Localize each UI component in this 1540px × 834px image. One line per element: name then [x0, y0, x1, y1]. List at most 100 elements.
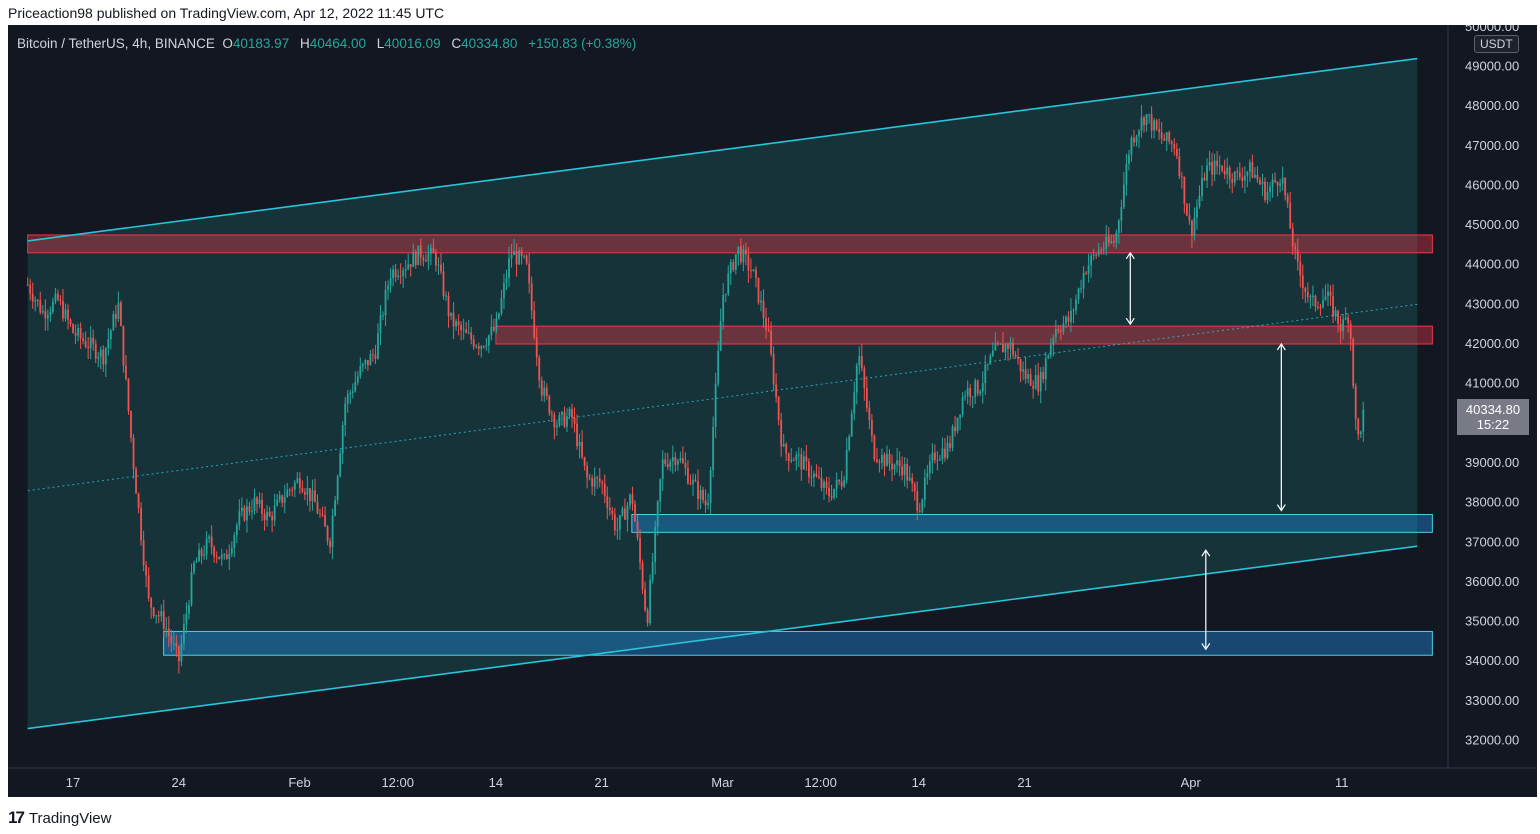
candle-body — [654, 526, 657, 563]
footer-branding: 17 TradingView — [8, 808, 111, 828]
candle-body — [986, 363, 989, 365]
candle-body — [1029, 374, 1032, 386]
candle-body — [850, 413, 853, 437]
candle-body — [820, 477, 823, 488]
candle-body — [639, 537, 641, 563]
candle-body — [208, 536, 211, 539]
candle-body — [944, 448, 946, 458]
candle-body — [863, 368, 866, 389]
candle-body — [1226, 167, 1229, 175]
candle-body — [84, 340, 87, 347]
candle-body — [130, 411, 132, 438]
candle-body — [603, 483, 606, 497]
candle-body — [36, 300, 39, 302]
price-chart[interactable]: 32000.00 33000.00 34000.00 35000.00 36000.00… — [8, 25, 1537, 797]
candle-body — [1138, 130, 1140, 137]
candle-body — [807, 461, 810, 477]
candle-body — [301, 488, 304, 493]
candle-body — [772, 353, 775, 385]
candle-body — [732, 262, 735, 270]
candle-body — [427, 253, 430, 262]
candle-body — [319, 513, 321, 515]
candle-body — [384, 289, 387, 316]
publish-info: Priceaction98 published on TradingView.c… — [8, 5, 445, 21]
candle-body — [1319, 306, 1322, 308]
candle-body — [351, 391, 354, 393]
candle-body — [256, 497, 258, 504]
candle-body — [253, 497, 256, 512]
candle-body — [739, 246, 742, 263]
candle-body — [34, 300, 37, 302]
candle-body — [293, 482, 296, 490]
candle-body — [228, 553, 231, 560]
candle-body — [485, 345, 488, 347]
candle-body — [311, 490, 314, 502]
candle-body — [1281, 177, 1284, 184]
candle-body — [223, 554, 226, 556]
candle-body — [916, 491, 919, 512]
candle-body — [1236, 171, 1239, 173]
candle-body — [621, 508, 624, 516]
candle-body — [329, 541, 331, 548]
candle-body — [891, 463, 893, 470]
candle-body — [500, 298, 503, 314]
candle-body — [1221, 165, 1224, 171]
candle-body — [1306, 291, 1309, 298]
x-tick-label: 12:00 — [804, 775, 837, 790]
candle-body — [162, 611, 165, 629]
candle-body — [1042, 372, 1045, 380]
candle-body — [218, 556, 221, 559]
candle-body — [795, 454, 798, 461]
candle-body — [203, 554, 205, 556]
y-tick-label: 47000.00 — [1465, 138, 1519, 153]
candle-body — [1279, 183, 1282, 186]
candle-body — [356, 376, 359, 383]
candle-body — [41, 311, 44, 313]
chart-panel[interactable]: 32000.00 33000.00 34000.00 35000.00 36000.00… — [8, 25, 1537, 797]
candle-body — [1327, 291, 1329, 297]
candle-body — [535, 337, 538, 358]
candle-body — [656, 501, 659, 527]
candle-body — [142, 540, 145, 566]
candle-body — [127, 378, 130, 412]
candle-body — [414, 251, 417, 266]
candle-body — [671, 457, 674, 462]
zones — [27, 234, 1433, 656]
candle-body — [394, 269, 397, 278]
candle-body — [235, 525, 238, 536]
candle-body — [114, 314, 117, 319]
candle-body — [1090, 255, 1093, 266]
channel-lines — [27, 57, 1418, 730]
candle-body — [744, 249, 747, 255]
candle-body — [886, 453, 888, 467]
candle-body — [440, 264, 442, 272]
candle-body — [1342, 319, 1345, 332]
candle-body — [533, 310, 536, 338]
candle-body — [1259, 179, 1261, 185]
candle-body — [1334, 310, 1337, 317]
candle-body — [397, 275, 400, 278]
candle-body — [452, 312, 455, 327]
candle-body — [377, 333, 379, 359]
candle-body — [200, 549, 203, 556]
candle-body — [591, 478, 594, 487]
candle-body — [62, 300, 64, 319]
candle-body — [1067, 316, 1070, 323]
candle-body — [120, 302, 122, 326]
candle-body — [908, 477, 911, 481]
candle-body — [626, 505, 629, 520]
arrows — [1125, 251, 1286, 651]
candle-body — [445, 295, 447, 297]
candle-body — [492, 326, 495, 331]
candle-body — [215, 556, 218, 558]
candle-body — [470, 332, 473, 340]
candle-body — [1238, 172, 1241, 178]
candle-body — [316, 502, 319, 514]
candle-body — [1002, 343, 1004, 353]
candle-body — [1125, 163, 1128, 185]
candle-body — [1148, 114, 1150, 116]
candle-body — [344, 403, 347, 426]
candle-body — [140, 508, 142, 541]
currency-unit-badge[interactable]: USDT — [1474, 35, 1519, 53]
candle-body — [437, 264, 440, 266]
